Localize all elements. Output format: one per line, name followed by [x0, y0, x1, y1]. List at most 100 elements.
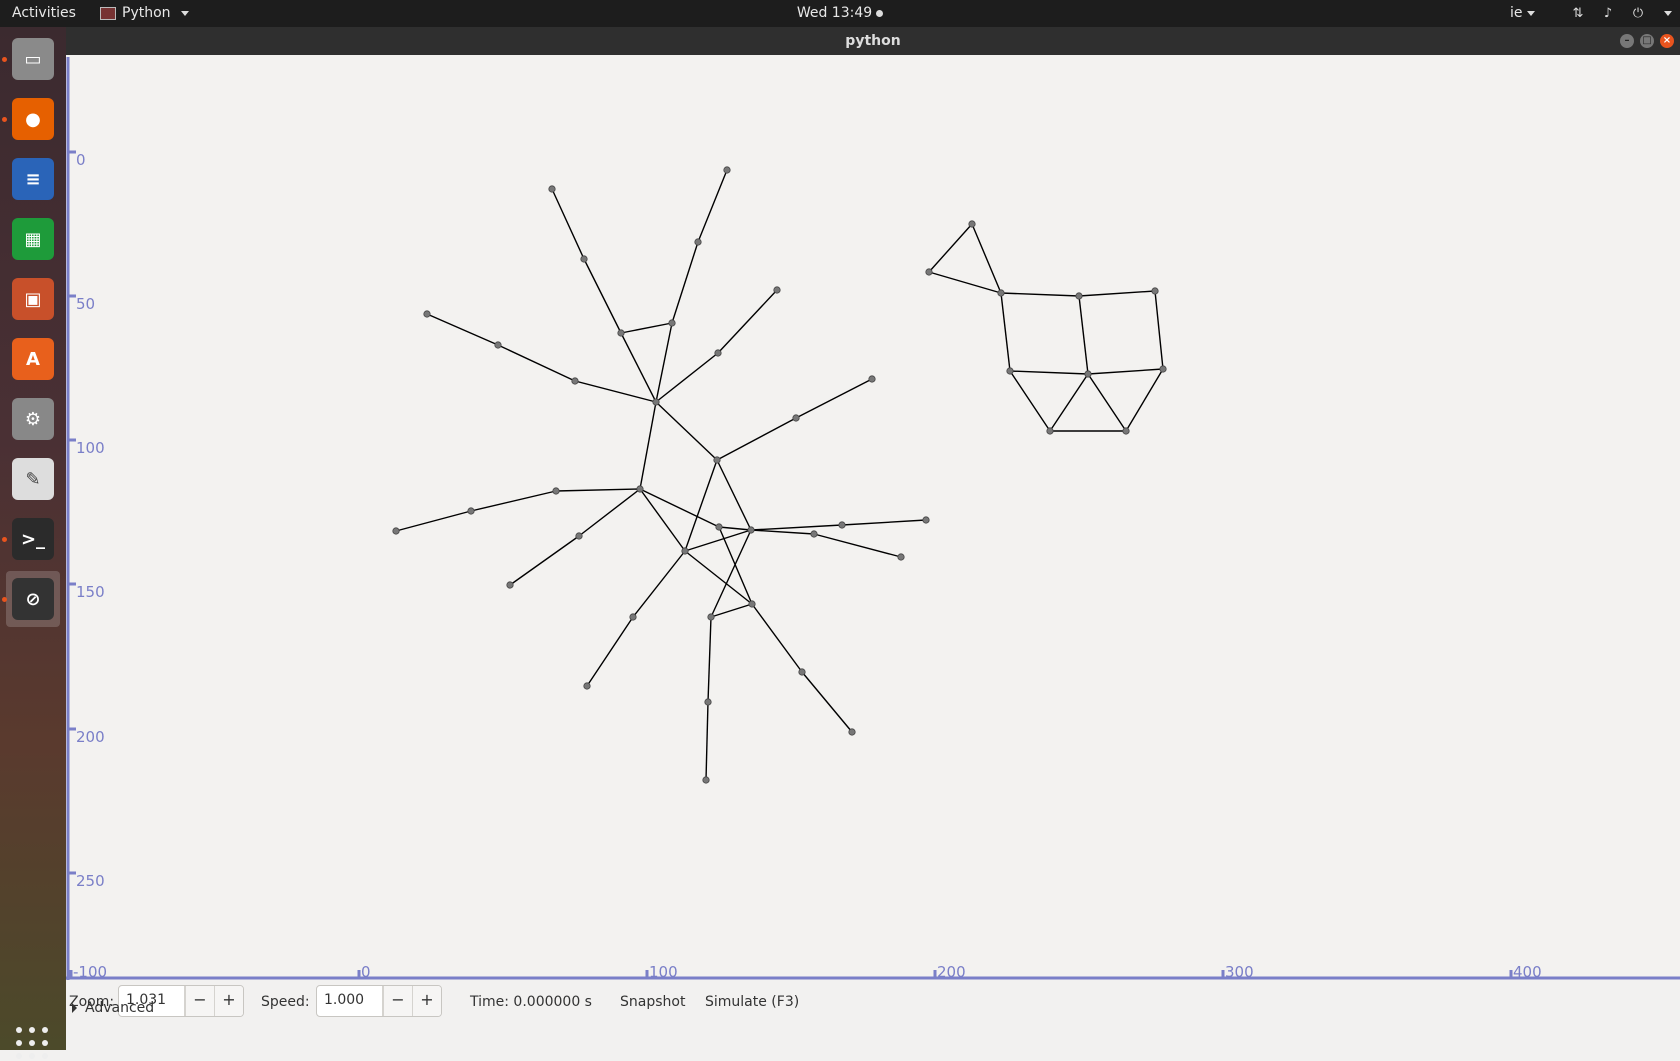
graph-edge: [751, 603, 803, 673]
graph-node[interactable]: [629, 613, 637, 621]
software-center-icon: A: [12, 338, 54, 380]
graph-edge: [684, 529, 752, 552]
graph-node[interactable]: [798, 668, 806, 676]
graph-node[interactable]: [668, 319, 676, 327]
graph-node[interactable]: [1046, 427, 1054, 435]
y-tick-label: 50: [76, 295, 95, 313]
graph-edge: [620, 332, 657, 403]
graph-node[interactable]: [467, 507, 475, 515]
graph-node[interactable]: [575, 532, 583, 540]
graph-node[interactable]: [723, 166, 731, 174]
simulate-button[interactable]: Simulate (F3): [705, 994, 800, 1010]
dock-item-firefox[interactable]: ●: [6, 91, 60, 147]
graph-node[interactable]: [968, 220, 976, 228]
graph-edge: [639, 488, 686, 552]
graph-node[interactable]: [694, 238, 702, 246]
graph-node[interactable]: [1006, 367, 1014, 375]
graph-node[interactable]: [506, 581, 514, 589]
graph-node[interactable]: [925, 268, 933, 276]
graph-node[interactable]: [494, 341, 502, 349]
graph-node[interactable]: [748, 600, 756, 608]
dock-item-calc[interactable]: ▦: [6, 211, 60, 267]
graph-node[interactable]: [617, 329, 625, 337]
graph-edge: [1154, 290, 1164, 370]
zoom-input[interactable]: 1.031: [119, 986, 185, 1016]
snapshot-button[interactable]: Snapshot: [620, 994, 686, 1010]
dock-item-terminal[interactable]: >_: [6, 511, 60, 567]
volume-icon: ♪: [1603, 6, 1613, 21]
graph-node[interactable]: [423, 310, 431, 318]
graph-node[interactable]: [714, 349, 722, 357]
dock-item-files[interactable]: ▭: [6, 31, 60, 87]
graph-node[interactable]: [571, 377, 579, 385]
graph-node[interactable]: [704, 698, 712, 706]
zoom-spinbox[interactable]: 1.031 − +: [118, 985, 244, 1017]
dock-item-writer[interactable]: ≡: [6, 151, 60, 207]
graph-node[interactable]: [713, 456, 721, 464]
graph-node[interactable]: [580, 255, 588, 263]
dock-item-python-app[interactable]: ⊘: [6, 571, 60, 627]
graph-node[interactable]: [681, 547, 689, 555]
graph-node[interactable]: [848, 728, 856, 736]
graph-edge: [707, 616, 712, 703]
graph-node[interactable]: [838, 521, 846, 529]
language-indicator[interactable]: ie: [1510, 0, 1535, 27]
graph-node[interactable]: [868, 375, 876, 383]
dock-item-settings[interactable]: ⚙: [6, 391, 60, 447]
graph-node[interactable]: [707, 613, 715, 621]
graph-node[interactable]: [997, 289, 1005, 297]
window-titlebar[interactable]: python – □ ×: [66, 27, 1680, 55]
advanced-expander[interactable]: Advanced: [72, 1000, 154, 1016]
graph-node[interactable]: [392, 527, 400, 535]
graph-edge: [551, 188, 585, 260]
speed-increase-button[interactable]: +: [412, 986, 441, 1016]
graph-node[interactable]: [792, 414, 800, 422]
app-menu[interactable]: Python: [100, 0, 189, 27]
dock-item-impress[interactable]: ▣: [6, 271, 60, 327]
graph-edge: [928, 271, 1002, 294]
graph-node[interactable]: [1084, 370, 1092, 378]
activities-button[interactable]: Activities: [12, 5, 76, 21]
speed-decrease-button[interactable]: −: [383, 986, 412, 1016]
graph-node[interactable]: [810, 530, 818, 538]
show-applications-icon[interactable]: [16, 1027, 50, 1061]
graph-node[interactable]: [636, 485, 644, 493]
graph-edge: [671, 241, 699, 324]
clock-button[interactable]: Wed 13:49: [797, 5, 884, 21]
system-tray[interactable]: ⇅ ♪ ⏻: [1570, 0, 1672, 27]
y-tick-label: 250: [76, 872, 105, 890]
graph-node[interactable]: [652, 398, 660, 406]
graph-node[interactable]: [1122, 427, 1130, 435]
graph-node[interactable]: [747, 526, 755, 534]
graph-node[interactable]: [1151, 287, 1159, 295]
graph-edge: [620, 322, 673, 334]
x-tick-label: 200: [937, 963, 966, 980]
close-icon[interactable]: ×: [1660, 34, 1674, 48]
graph-edge: [697, 169, 728, 243]
graph-node[interactable]: [552, 487, 560, 495]
dock-item-text-editor[interactable]: ✎: [6, 451, 60, 507]
speed-input[interactable]: 1.000: [317, 986, 383, 1016]
graph-edge: [1078, 295, 1089, 375]
graph-node[interactable]: [715, 523, 723, 531]
graph-node[interactable]: [583, 682, 591, 690]
maximize-icon[interactable]: □: [1640, 34, 1654, 48]
zoom-decrease-button[interactable]: −: [185, 986, 214, 1016]
graph-node[interactable]: [1075, 292, 1083, 300]
graph-edge: [1078, 290, 1156, 297]
speed-spinbox[interactable]: 1.000 − +: [316, 985, 442, 1017]
graph-node[interactable]: [1159, 365, 1167, 373]
graph-edge: [710, 529, 752, 618]
graph-node[interactable]: [922, 516, 930, 524]
text-editor-icon: ✎: [12, 458, 54, 500]
graph-node[interactable]: [773, 286, 781, 294]
graph-node[interactable]: [702, 776, 710, 784]
zoom-increase-button[interactable]: +: [214, 986, 243, 1016]
graph-node[interactable]: [897, 553, 905, 561]
x-tick-label: 400: [1513, 963, 1542, 980]
minimize-icon[interactable]: –: [1620, 34, 1634, 48]
graph-edge: [705, 701, 709, 781]
dock-item-software-center[interactable]: A: [6, 331, 60, 387]
network-canvas[interactable]: 0 50 100 150 200 250 -100 0 100 200 300 400: [66, 55, 1680, 980]
graph-node[interactable]: [548, 185, 556, 193]
